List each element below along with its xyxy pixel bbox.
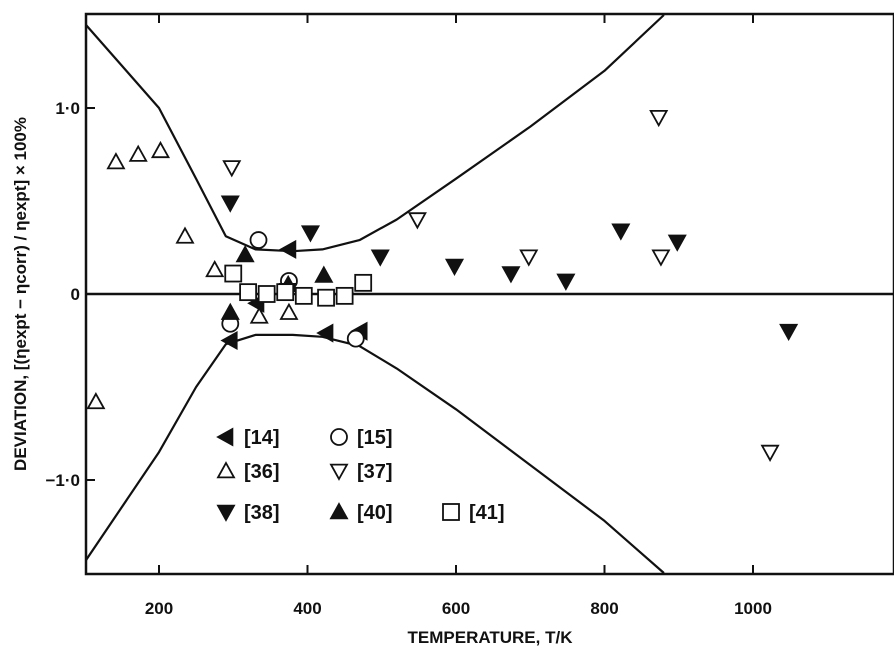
y-tick-label: 1·0 (55, 99, 80, 118)
data-point-series-1 (348, 331, 364, 347)
x-tick-label: 200 (145, 599, 173, 618)
data-point-series-3 (521, 250, 537, 264)
x-tick-label: 600 (442, 599, 470, 618)
legend: [14] [15] [36] [37] [38] [40] [41] (218, 427, 505, 524)
legend-marker (331, 429, 347, 445)
data-point-series-2 (177, 228, 193, 242)
data-point-series-2 (207, 262, 223, 276)
data-point-series-4 (503, 267, 519, 281)
legend-marker (331, 504, 347, 518)
data-point-series-3 (651, 111, 667, 125)
data-point-series-5 (316, 267, 332, 281)
data-point-series-4 (302, 226, 318, 240)
legend-label: [38] (244, 502, 280, 524)
data-point-series-4 (669, 236, 685, 250)
data-point-series-4 (222, 196, 238, 210)
data-point-series-6 (225, 266, 241, 282)
x-tick-label: 1000 (734, 599, 772, 618)
data-point-series-2 (251, 308, 267, 322)
data-point-series-6 (277, 284, 293, 300)
data-point-series-6 (296, 288, 312, 304)
data-point-series-4 (781, 325, 797, 339)
data-point-series-5 (237, 247, 253, 261)
data-point-series-6 (337, 288, 353, 304)
envelope-upper (77, 15, 664, 251)
y-tick-label: −1·0 (46, 471, 81, 490)
data-point-series-5 (222, 305, 238, 319)
legend-label: [41] (469, 502, 505, 524)
legend-marker (218, 506, 234, 520)
data-point-series-3 (653, 250, 669, 264)
data-point-series-0 (318, 325, 332, 341)
legend-marker (331, 465, 347, 479)
x-tick-label: 800 (590, 599, 618, 618)
data-point-series-6 (318, 290, 334, 306)
legend-label: [37] (357, 461, 393, 483)
envelope-lower (77, 335, 664, 573)
legend-label: [40] (357, 502, 393, 524)
y-tick-label: 0 (71, 285, 80, 304)
legend-marker (218, 429, 232, 445)
data-point-series-2 (108, 154, 124, 168)
data-point-series-6 (355, 275, 371, 291)
data-point-series-4 (558, 275, 574, 289)
legend-label: [36] (244, 461, 280, 483)
legend-marker (218, 463, 234, 477)
data-point-series-4 (447, 260, 463, 274)
y-axis-title: DEVIATION, [(ηexpt − ηcorr) / ηexpt] × 1… (11, 117, 30, 471)
data-point-series-3 (409, 213, 425, 227)
data-point-series-4 (372, 250, 388, 264)
data-point-series-2 (281, 305, 297, 319)
data-point-series-2 (152, 143, 168, 157)
x-tick-label: 400 (293, 599, 321, 618)
data-point-series-6 (240, 284, 256, 300)
data-point-series-3 (224, 161, 240, 175)
legend-label: [15] (357, 427, 393, 449)
legend-marker (443, 504, 459, 520)
x-axis-title: TEMPERATURE, T/K (408, 628, 574, 647)
data-point-series-4 (613, 224, 629, 238)
legend-label: [14] (244, 427, 280, 449)
data-point-series-0 (281, 241, 295, 257)
data-point-series-1 (250, 232, 266, 248)
data-points (88, 111, 797, 460)
data-point-series-6 (259, 286, 275, 302)
data-point-series-2 (88, 394, 104, 408)
data-point-series-3 (762, 446, 778, 460)
data-point-series-2 (130, 147, 146, 161)
axis-ticks: 200 400 600 800 1000 −1·0 0 1·0 (46, 14, 772, 618)
